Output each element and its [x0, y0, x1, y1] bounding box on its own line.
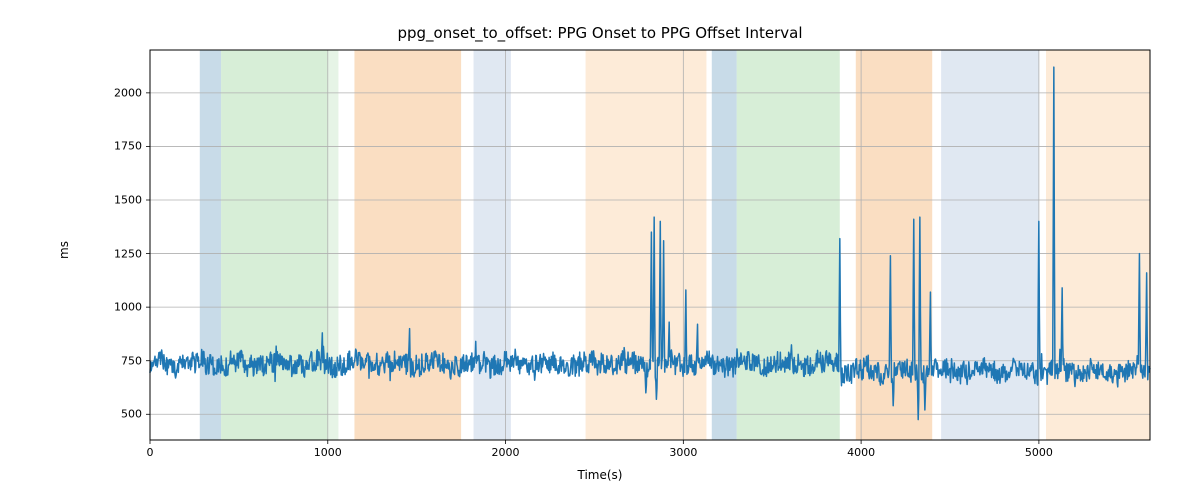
x-tick-label: 5000: [1025, 446, 1053, 459]
y-tick-label: 1500: [114, 194, 142, 207]
x-tick-label: 4000: [847, 446, 875, 459]
y-tick-label: 1250: [114, 247, 142, 260]
x-axis-label: Time(s): [0, 468, 1200, 482]
x-tick-label: 1000: [314, 446, 342, 459]
y-tick-label: 1000: [114, 301, 142, 314]
y-tick-label: 2000: [114, 86, 142, 99]
chart-container: ppg_onset_to_offset: PPG Onset to PPG Of…: [0, 0, 1200, 500]
x-tick-label: 0: [147, 446, 154, 459]
plot-area: [150, 50, 1150, 440]
x-tick-label: 2000: [492, 446, 520, 459]
y-tick-label: 1750: [114, 140, 142, 153]
chart-title: ppg_onset_to_offset: PPG Onset to PPG Of…: [0, 24, 1200, 42]
y-tick-label: 750: [121, 354, 142, 367]
y-tick-label: 500: [121, 408, 142, 421]
x-tick-label: 3000: [669, 446, 697, 459]
y-axis-label: ms: [57, 241, 71, 259]
